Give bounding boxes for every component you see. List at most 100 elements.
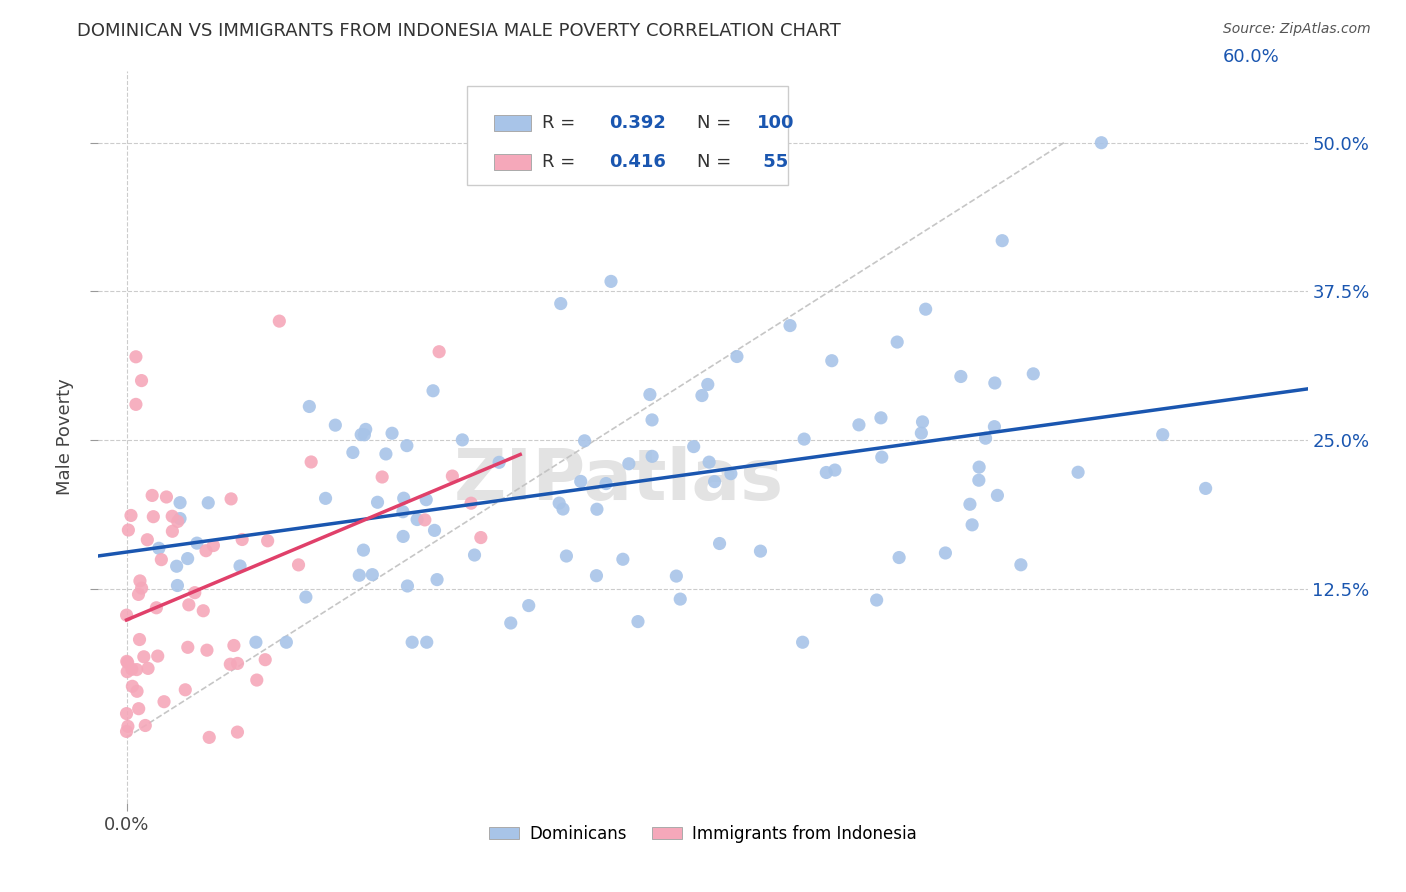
Point <box>142 509 165 524</box>
Point <box>696 377 718 392</box>
Y-axis label: Male Poverty: Male Poverty <box>56 379 75 495</box>
Point <box>984 376 1007 390</box>
Point <box>870 410 893 425</box>
Point <box>470 531 492 545</box>
Legend: Dominicans, Immigrants from Indonesia: Dominicans, Immigrants from Indonesia <box>482 818 924 849</box>
Point <box>146 648 169 663</box>
Point <box>720 467 742 481</box>
Point <box>709 536 731 550</box>
Point <box>117 656 139 670</box>
Point <box>585 568 607 582</box>
Point <box>141 488 163 502</box>
Point <box>269 314 291 328</box>
Point <box>934 546 956 560</box>
Point <box>160 509 183 524</box>
Point <box>299 455 322 469</box>
Point <box>1022 367 1045 381</box>
Point <box>174 682 197 697</box>
Point <box>350 427 373 442</box>
Point <box>198 731 221 745</box>
Point <box>166 515 188 529</box>
Point <box>1152 427 1174 442</box>
Point <box>517 599 540 613</box>
Point <box>595 476 617 491</box>
Text: Source: ZipAtlas.com: Source: ZipAtlas.com <box>1223 22 1371 37</box>
FancyBboxPatch shape <box>494 115 531 131</box>
Point <box>177 640 200 655</box>
Point <box>569 475 592 489</box>
Point <box>197 496 219 510</box>
Point <box>749 544 772 558</box>
Point <box>162 524 184 539</box>
Point <box>246 673 269 687</box>
Point <box>128 632 150 647</box>
Point <box>381 426 404 441</box>
Point <box>371 470 394 484</box>
Point <box>697 455 720 469</box>
Point <box>125 684 148 698</box>
Point <box>186 536 208 550</box>
Point <box>555 549 578 563</box>
Point <box>127 587 149 601</box>
Point <box>226 725 249 739</box>
Point <box>129 574 152 588</box>
Point <box>354 422 377 436</box>
Point <box>361 567 384 582</box>
Point <box>396 579 419 593</box>
Point <box>415 492 437 507</box>
Point <box>342 445 364 459</box>
Point <box>295 590 318 604</box>
Point <box>195 543 218 558</box>
Point <box>1010 558 1032 572</box>
Text: 0.392: 0.392 <box>609 114 665 132</box>
Point <box>703 475 725 489</box>
Point <box>134 718 156 732</box>
Point <box>117 719 139 733</box>
Point <box>488 455 510 469</box>
Point <box>222 639 245 653</box>
Point <box>638 387 661 401</box>
Text: ZIPatlas: ZIPatlas <box>453 447 783 516</box>
Point <box>169 496 191 510</box>
Point <box>974 431 997 445</box>
Point <box>499 615 522 630</box>
Point <box>392 491 415 506</box>
Point <box>550 296 572 310</box>
Text: 0.416: 0.416 <box>609 153 665 171</box>
Point <box>121 662 143 676</box>
Point <box>245 635 267 649</box>
Point <box>287 558 309 572</box>
Point <box>128 701 150 715</box>
Point <box>427 344 450 359</box>
Point <box>821 353 844 368</box>
Point <box>219 657 242 672</box>
Point <box>153 695 176 709</box>
Point <box>148 541 170 556</box>
Point <box>256 533 278 548</box>
Point <box>115 724 138 739</box>
Point <box>150 552 173 566</box>
FancyBboxPatch shape <box>467 86 787 185</box>
Point <box>669 592 692 607</box>
Point <box>725 350 748 364</box>
Text: 100: 100 <box>758 114 794 132</box>
Point <box>641 413 664 427</box>
Point <box>413 513 436 527</box>
Point <box>1067 465 1090 479</box>
Point <box>367 495 389 509</box>
Point <box>574 434 596 448</box>
Point <box>815 466 838 480</box>
Point <box>967 473 990 487</box>
Point <box>586 502 609 516</box>
Point <box>184 585 207 599</box>
Point <box>641 450 664 464</box>
Point <box>254 653 277 667</box>
Point <box>231 533 253 547</box>
Point <box>202 539 225 553</box>
Point <box>125 663 148 677</box>
Point <box>325 418 347 433</box>
Point <box>690 388 713 402</box>
Point <box>441 469 464 483</box>
Point <box>136 533 159 547</box>
Point <box>145 600 167 615</box>
